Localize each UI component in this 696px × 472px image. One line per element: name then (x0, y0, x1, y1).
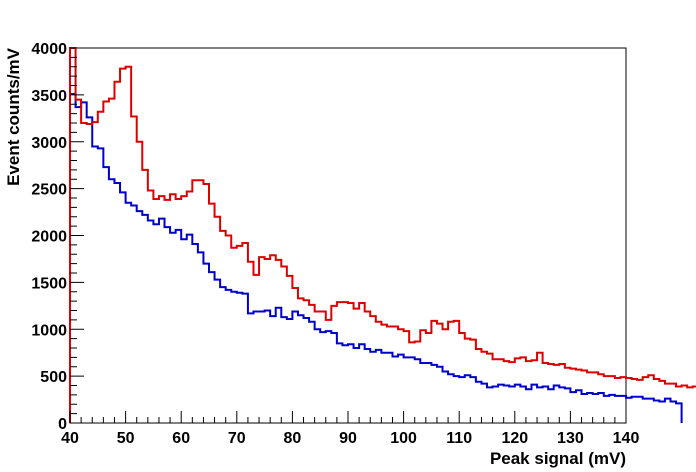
x-tick-label: 130 (557, 430, 584, 447)
y-axis-label: Event counts/mV (4, 47, 23, 186)
histogram-series-2 (69, 47, 696, 423)
x-tick-label: 120 (501, 430, 528, 447)
y-tick-label: 0 (58, 416, 67, 433)
x-tick-label: 140 (613, 430, 640, 447)
y-tick-label: 3000 (31, 135, 67, 152)
plot-frame (69, 47, 627, 424)
y-tick-label: 2500 (31, 182, 67, 199)
x-tick-label: 100 (390, 430, 417, 447)
y-tick-label: 4000 (31, 41, 67, 58)
x-tick-label: 40 (61, 430, 79, 447)
x-tick-label: 60 (172, 430, 190, 447)
y-tick-label: 3500 (31, 88, 67, 105)
y-tick-label: 2000 (31, 229, 67, 246)
y-tick-label: 1000 (31, 322, 67, 339)
x-tick-label: 110 (446, 430, 472, 447)
x-tick-label: 80 (284, 430, 302, 447)
histogram-series-1 (69, 92, 683, 423)
series-layer (69, 47, 696, 423)
x-tick-label: 50 (117, 430, 135, 447)
y-tick-label: 1500 (31, 275, 67, 292)
x-tick-label: 90 (339, 430, 357, 447)
x-axis-label: Peak signal (mV) (490, 449, 626, 468)
x-tick-label: 70 (228, 430, 246, 447)
axes-layer: 40 50 60 70 80 90 100 110 120 130 140 0 500 1000 1500 2… (31, 41, 639, 447)
y-tick-label: 500 (40, 369, 67, 386)
